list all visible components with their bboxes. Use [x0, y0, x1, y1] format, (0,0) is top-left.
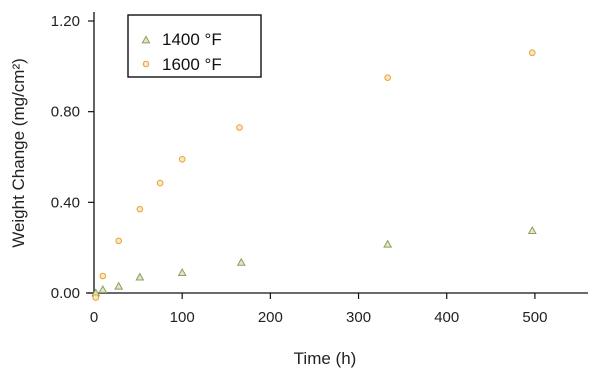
data-point-1400f — [236, 257, 246, 266]
x-tick-label: 100 — [170, 309, 195, 326]
data-point-1600f — [156, 179, 164, 187]
data-point-1400f — [527, 226, 537, 235]
y-ticks: 0.00 0.40 0.80 1.20 — [51, 13, 94, 302]
y-tick-label: 0.00 — [51, 285, 80, 302]
legend-box — [127, 14, 262, 78]
data-point-1600f — [528, 49, 536, 57]
y-tick-label: 0.40 — [51, 194, 80, 211]
data-point-1400f — [177, 267, 187, 276]
legend-marker-triangle-icon — [141, 35, 151, 44]
x-tick-label: 400 — [434, 309, 459, 326]
data-point-1400f — [114, 281, 124, 290]
y-axis-title: Weight Change (mg/cm²) — [9, 58, 28, 248]
legend-label-1400f: 1400 °F — [162, 30, 222, 49]
data-point-1600f — [136, 205, 144, 213]
x-axis-title: Time (h) — [294, 349, 357, 368]
x-tick-label: 500 — [522, 309, 547, 326]
data-point-1600f — [99, 272, 107, 280]
y-tick-label: 1.20 — [51, 13, 80, 30]
data-points — [91, 49, 537, 301]
x-tick-label: 200 — [258, 309, 283, 326]
x-tick-label: 0 — [90, 309, 98, 326]
legend-marker-circle-icon — [142, 60, 150, 68]
data-point-1600f — [178, 155, 186, 163]
x-ticks: 0 100 200 300 400 500 — [90, 293, 547, 326]
data-point-1400f — [383, 239, 393, 248]
y-tick-label: 0.80 — [51, 104, 80, 121]
data-point-1600f — [384, 74, 391, 81]
legend-label-1600f: 1600 °F — [162, 55, 222, 74]
data-point-1600f — [92, 294, 100, 301]
data-point-1400f — [135, 272, 145, 281]
data-point-1400f — [98, 284, 108, 293]
legend-markers — [141, 35, 151, 68]
legend: 1400 °F 1600 °F — [127, 14, 262, 78]
data-point-1600f — [115, 237, 122, 245]
data-point-1600f — [236, 124, 243, 131]
x-tick-label: 300 — [346, 309, 371, 326]
